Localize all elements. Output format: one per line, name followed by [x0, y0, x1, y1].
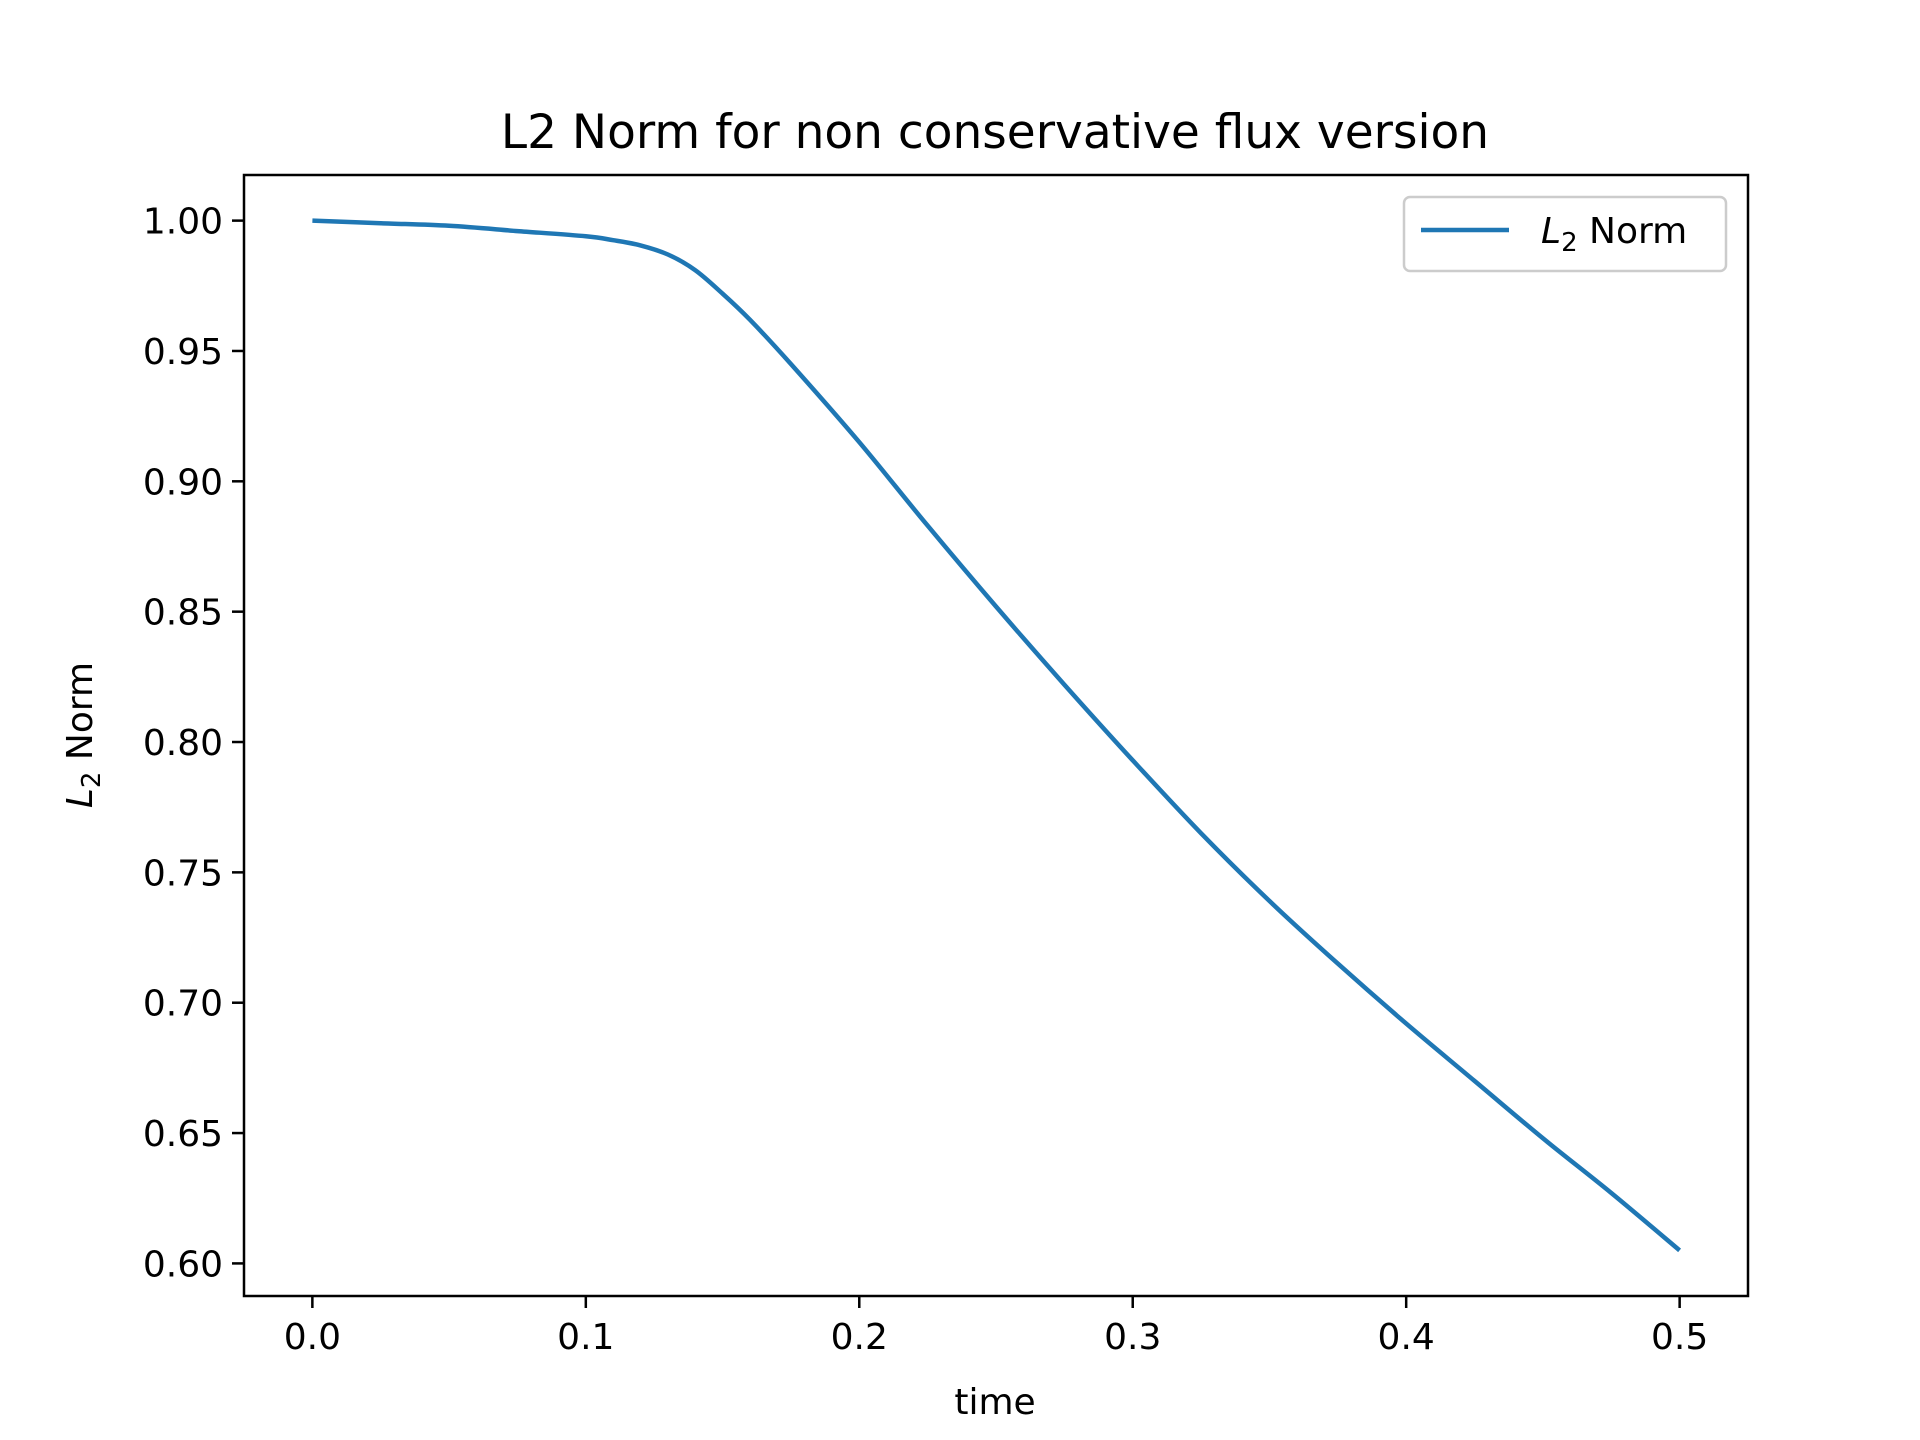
y-tick-label: 0.90 — [143, 462, 223, 503]
x-tick-label: 0.3 — [1104, 1317, 1161, 1358]
y-tick-label: 0.85 — [143, 593, 223, 634]
x-tick-label: 0.2 — [831, 1317, 888, 1358]
y-axis-label-sub: 2 — [77, 772, 107, 789]
legend-label: L2 Norm — [1541, 211, 1687, 258]
y-tick-label: 0.70 — [143, 984, 223, 1025]
legend-label-main: L — [1541, 211, 1561, 252]
legend: L2 Norm — [1402, 195, 1728, 273]
x-tick-label: 0.0 — [284, 1317, 341, 1358]
y-tick-label: 1.00 — [143, 202, 223, 243]
y-axis-label-rest: Norm — [60, 662, 101, 772]
plot-area — [312, 218, 1682, 1253]
legend-label-rest: Norm — [1578, 211, 1688, 252]
y-axis-label: L2 Norm — [60, 662, 107, 808]
legend-box — [1402, 195, 1728, 273]
y-tick-label: 0.95 — [143, 332, 223, 373]
y-axis-label-main: L — [60, 788, 101, 808]
y-tick-label: 0.65 — [143, 1114, 223, 1155]
x-axis-label: time — [954, 1382, 1035, 1423]
y-axis: 0.60 0.65 0.70 0.75 0.80 0.85 0.90 0.95 1.00 — [143, 202, 244, 1285]
y-tick-label: 0.60 — [143, 1244, 223, 1285]
x-axis: 0.0 0.1 0.2 0.3 0.4 0.5 — [284, 1296, 1708, 1358]
y-tick-label: 0.75 — [143, 853, 223, 894]
legend-label-sub: 2 — [1561, 228, 1578, 258]
x-tick-label: 0.1 — [557, 1317, 614, 1358]
series-line — [312, 218, 1682, 1253]
chart-title: L2 Norm for non conservative flux versio… — [501, 105, 1489, 160]
plot-frame — [242, 173, 1750, 1298]
x-tick-label: 0.5 — [1651, 1317, 1708, 1358]
y-tick-label: 0.80 — [143, 723, 223, 764]
x-tick-label: 0.4 — [1378, 1317, 1435, 1358]
